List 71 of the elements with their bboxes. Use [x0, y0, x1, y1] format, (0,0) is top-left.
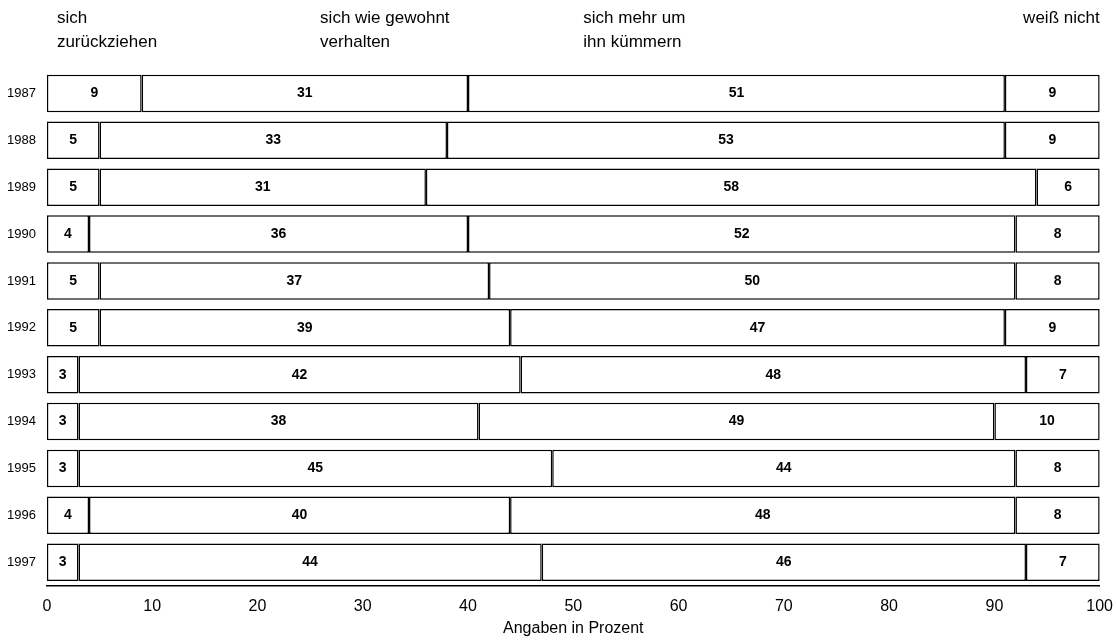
data-label: 3 [58, 412, 67, 429]
data-label: 9 [1048, 318, 1057, 335]
data-label: 3 [58, 365, 67, 382]
data-label: 44 [302, 553, 319, 570]
x-tick-label: 60 [669, 596, 688, 614]
y-tick-label: 1989 [7, 178, 36, 194]
series-label: sich wie gewohnt verhalten [320, 8, 450, 52]
data-label: 7 [1058, 365, 1067, 382]
x-tick-label: 0 [42, 596, 52, 614]
data-label: 10 [1039, 412, 1056, 429]
x-axis-title: Angaben in Prozent [503, 618, 645, 636]
data-label: 48 [765, 365, 782, 382]
x-tick-label: 70 [774, 596, 793, 614]
data-label: 31 [297, 84, 313, 101]
x-tick-label: 100 [1086, 596, 1114, 614]
y-tick-label: 1991 [7, 272, 36, 288]
series-label: sich zurückziehen [56, 8, 158, 52]
data-label: 36 [270, 224, 287, 241]
y-tick-label: 1994 [7, 413, 36, 429]
data-label: 51 [728, 84, 745, 101]
data-label: 3 [58, 553, 67, 570]
y-tick-label: 1993 [7, 366, 36, 382]
y-tick-label: 1995 [7, 460, 36, 475]
y-tick-label: 1997 [7, 553, 36, 569]
data-label: 9 [90, 84, 99, 101]
data-label: 5 [69, 131, 78, 148]
data-label: 52 [733, 224, 750, 241]
y-tick-label: 1996 [7, 506, 36, 522]
x-tick-label: 20 [248, 596, 267, 614]
data-label: 3 [58, 459, 67, 476]
data-label: 50 [744, 271, 761, 288]
series-label: sich mehr um ihn kümmern [583, 8, 686, 52]
data-label: 5 [69, 318, 78, 335]
data-label: 4 [64, 224, 73, 241]
data-label: 9 [1048, 131, 1057, 148]
data-label: 5 [69, 271, 78, 288]
x-tick-label: 30 [353, 596, 372, 614]
data-label: 53 [718, 131, 734, 148]
data-label: 58 [723, 178, 740, 195]
x-tick-label: 80 [880, 596, 899, 614]
data-label: 42 [291, 365, 308, 382]
data-label: 48 [754, 506, 771, 523]
data-label: 45 [307, 459, 324, 476]
data-label: 6 [1064, 178, 1073, 195]
data-label: 46 [776, 553, 792, 570]
y-tick-label: 1992 [7, 319, 36, 335]
data-label: 4 [64, 506, 73, 523]
data-label: 9 [1048, 84, 1057, 101]
data-label: 40 [291, 506, 308, 523]
y-tick-label: 1988 [7, 131, 36, 147]
data-label: 38 [270, 412, 287, 429]
data-label: 31 [254, 178, 271, 195]
y-tick-label: 1990 [7, 225, 36, 241]
data-label: 39 [297, 318, 313, 335]
x-tick-label: 40 [459, 596, 478, 614]
data-label: 47 [749, 318, 766, 335]
data-label: 49 [728, 412, 745, 429]
data-label: 8 [1053, 224, 1062, 241]
data-label: 7 [1058, 553, 1067, 570]
data-label: 33 [265, 131, 282, 148]
text: weiß nicht [1022, 8, 1100, 28]
data-label: 8 [1053, 271, 1062, 288]
data-label: 8 [1053, 459, 1062, 476]
data-label: 44 [776, 459, 792, 476]
data-label: 8 [1053, 506, 1062, 523]
x-tick-label: 10 [143, 596, 162, 614]
x-tick-label: 90 [985, 596, 1004, 614]
data-label: 37 [286, 271, 303, 288]
y-tick-label: 1987 [7, 85, 36, 101]
data-label: 5 [69, 178, 78, 195]
x-tick-label: 50 [564, 596, 583, 614]
